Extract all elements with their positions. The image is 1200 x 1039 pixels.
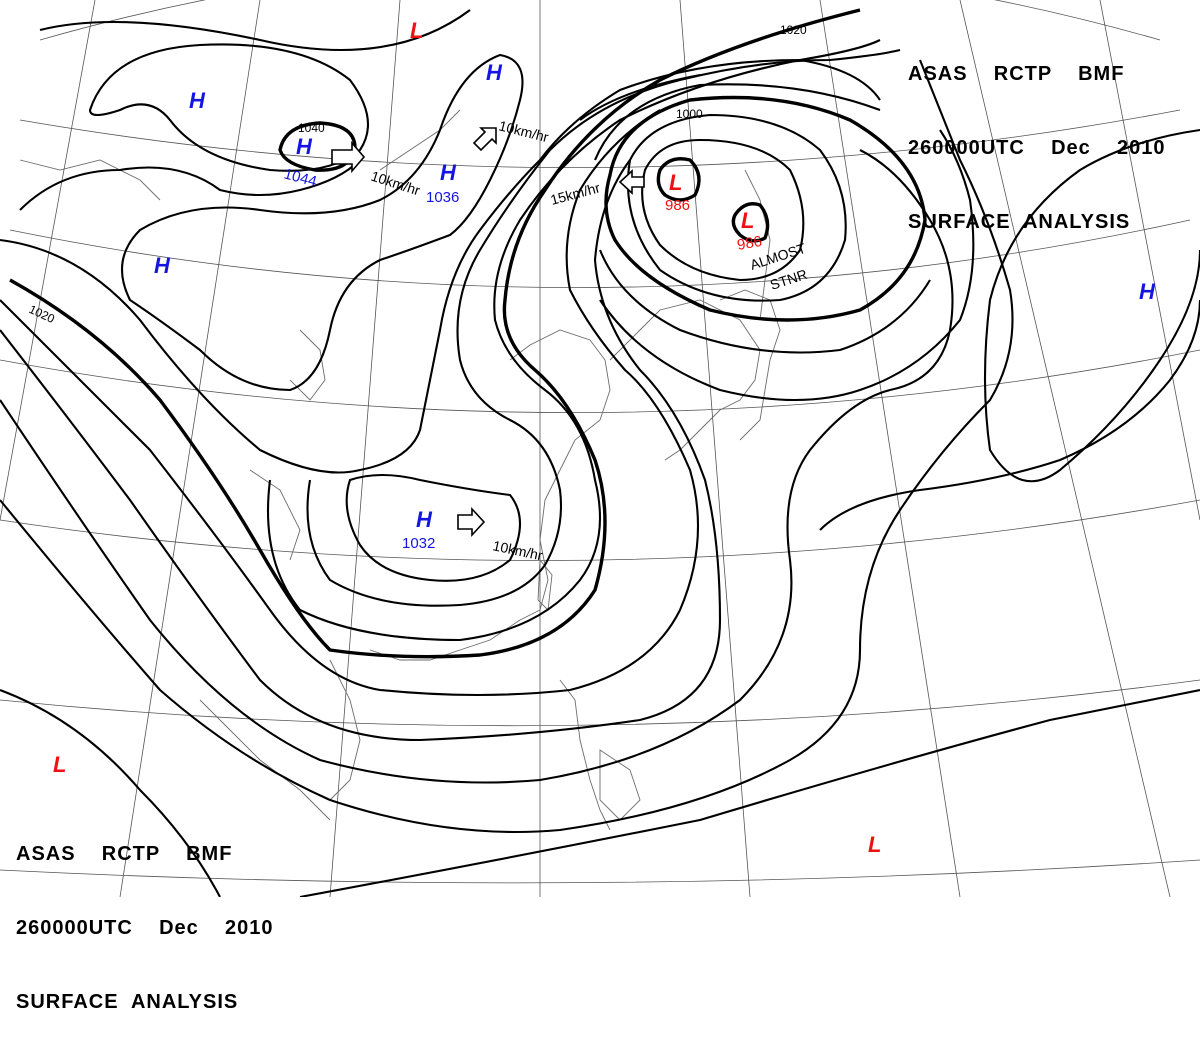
annotation-stnr: STNR bbox=[768, 266, 809, 293]
high-center-symbol: H bbox=[486, 60, 503, 85]
coastlines bbox=[19, 109, 781, 831]
header-top: ASAS RCTP BMF 260000UTC Dec 2010 SURFACE… bbox=[908, 14, 1165, 259]
low-center-symbol: L bbox=[669, 170, 682, 195]
high-center-symbol: H bbox=[440, 160, 457, 185]
low-center-symbol: L bbox=[868, 832, 881, 857]
arrow-left-icon bbox=[618, 169, 645, 195]
isobar-labels: 1040 1020 1000 1020 bbox=[27, 23, 807, 326]
high-center-value: 1036 bbox=[426, 189, 459, 206]
high-center-symbol: H bbox=[154, 253, 171, 278]
isobar-label-1020-north: 1020 bbox=[780, 23, 807, 37]
arrow-upright-icon bbox=[472, 127, 497, 152]
header-top-title: SURFACE ANALYSIS bbox=[908, 211, 1131, 233]
movement-label-4: 10km/hr bbox=[491, 537, 544, 563]
low-center-symbol: L bbox=[53, 752, 66, 777]
high-center-symbol: H bbox=[1139, 279, 1156, 304]
high-center-symbol: H bbox=[296, 134, 313, 159]
isobar-label-1040: 1040 bbox=[298, 121, 325, 135]
low-center-value: 986 bbox=[665, 197, 690, 214]
header-bottom-product: ASAS RCTP BMF bbox=[16, 843, 233, 865]
surface-analysis-map: 1040 1020 1000 1020 10km/hr 10km/hr 15km… bbox=[0, 0, 1200, 897]
header-top-product: ASAS RCTP BMF bbox=[908, 63, 1125, 85]
movement-label-2: 10km/hr bbox=[497, 117, 550, 145]
header-top-datetime: 260000UTC Dec 2010 bbox=[908, 137, 1166, 159]
high-center-symbol: H bbox=[416, 507, 433, 532]
arrow-right-icon bbox=[457, 506, 486, 538]
low-center-symbol: L bbox=[410, 18, 423, 43]
header-bottom-datetime: 260000UTC Dec 2010 bbox=[16, 917, 274, 939]
low-center-value: 986 bbox=[736, 233, 764, 254]
header-bottom: ASAS RCTP BMF 260000UTC Dec 2010 SURFACE… bbox=[16, 794, 273, 1039]
high-center-value: 1032 bbox=[402, 535, 435, 552]
isobar-label-1000: 1000 bbox=[676, 107, 703, 121]
isobars bbox=[0, 8, 1200, 897]
arrow-right-icon bbox=[331, 140, 366, 174]
header-bottom-title: SURFACE ANALYSIS bbox=[16, 991, 239, 1013]
high-center-symbol: H bbox=[189, 88, 206, 113]
low-center-symbol: L bbox=[741, 208, 754, 233]
